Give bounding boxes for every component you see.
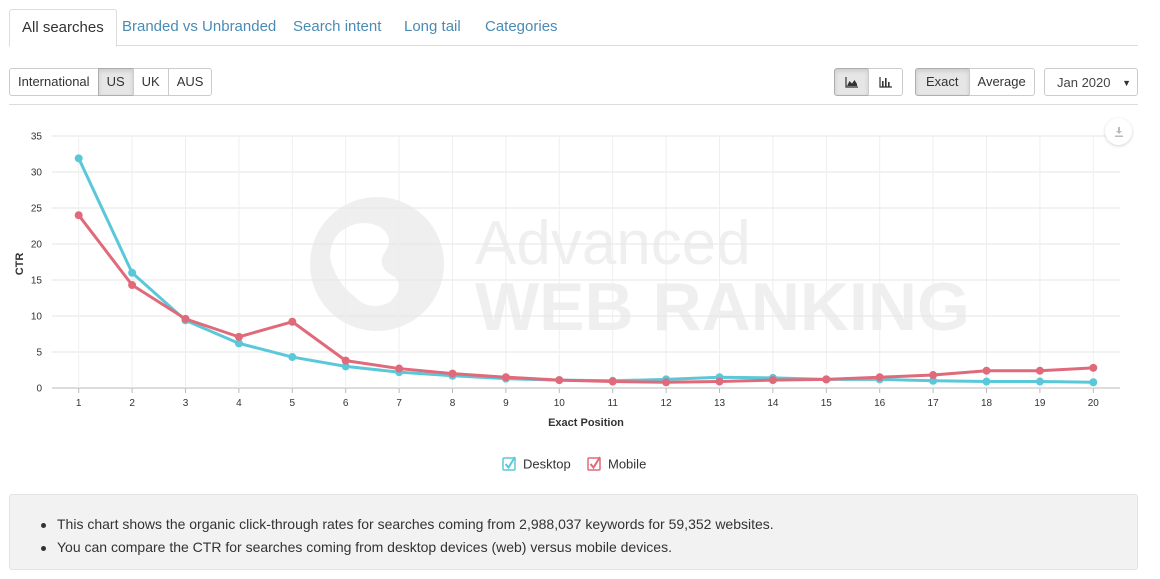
info-item: This chart shows the organic click-throu…: [40, 513, 1137, 536]
legend-item-mobile[interactable]: Mobile: [587, 456, 646, 472]
y-tick-label: 35: [31, 132, 43, 143]
mobile-data-point[interactable]: [128, 281, 137, 290]
ctr-chart: Advanced WEB RANKING 0510152025303512345…: [0, 112, 1160, 482]
y-axis-label: CTR: [14, 253, 26, 276]
mobile-data-point[interactable]: [929, 371, 938, 380]
desktop-data-point[interactable]: [1089, 378, 1098, 387]
mobile-data-point[interactable]: [555, 376, 564, 385]
x-tick-label: 13: [714, 398, 726, 409]
chevron-down-icon: ▼: [1122, 78, 1131, 88]
tab-branded-vs-unbranded[interactable]: Branded vs Unbranded: [122, 18, 277, 35]
x-tick-label: 4: [236, 398, 242, 409]
mobile-data-point[interactable]: [395, 364, 404, 373]
mobile-data-point[interactable]: [1035, 366, 1044, 375]
checkmark-icon: [504, 456, 516, 470]
x-tick-label: 3: [183, 398, 189, 409]
watermark: Advanced WEB RANKING: [310, 197, 970, 345]
x-tick-label: 17: [928, 398, 940, 409]
watermark-line2: WEB RANKING: [475, 269, 970, 345]
checkmark-icon: [589, 456, 601, 470]
y-tick-label: 25: [31, 204, 43, 215]
mobile-data-point[interactable]: [715, 377, 724, 386]
tab-bar: All searches Branded vs Unbranded Search…: [9, 9, 1138, 47]
desktop-data-point[interactable]: [341, 362, 350, 371]
region-international-button[interactable]: International: [9, 68, 99, 96]
y-tick-label: 0: [36, 384, 42, 395]
desktop-data-point[interactable]: [74, 154, 83, 163]
legend-item-desktop[interactable]: Desktop: [502, 456, 571, 472]
mobile-data-point[interactable]: [768, 376, 777, 385]
x-tick-label: 1: [76, 398, 82, 409]
exact-button[interactable]: Exact: [915, 68, 970, 96]
tab-categories[interactable]: Categories: [485, 18, 558, 35]
region-button-group: International US UK AUS: [9, 68, 213, 96]
mobile-data-point[interactable]: [608, 377, 617, 386]
mobile-data-point[interactable]: [822, 375, 831, 384]
desktop-data-point[interactable]: [234, 339, 243, 348]
x-tick-label: 15: [821, 398, 833, 409]
desktop-data-point[interactable]: [982, 377, 991, 386]
download-icon: [1114, 126, 1123, 137]
y-tick-label: 20: [31, 240, 43, 251]
desktop-data-point[interactable]: [929, 376, 938, 385]
mobile-data-point[interactable]: [662, 378, 671, 387]
info-item: You can compare the CTR for searches com…: [40, 536, 1137, 559]
bar-chart-icon: [878, 76, 892, 88]
x-tick-label: 18: [981, 398, 993, 409]
mobile-data-point[interactable]: [875, 373, 884, 382]
x-tick-label: 12: [661, 398, 673, 409]
x-tick-label: 5: [290, 398, 296, 409]
date-select[interactable]: Jan 2020 ▼: [1044, 68, 1138, 96]
y-tick-label: 15: [31, 276, 43, 287]
legend-label: Desktop: [523, 457, 571, 472]
area-chart-icon: [844, 76, 858, 88]
mobile-data-point[interactable]: [501, 373, 510, 382]
x-tick-label: 10: [554, 398, 566, 409]
region-us-button[interactable]: US: [97, 68, 134, 96]
desktop-data-point[interactable]: [128, 268, 137, 277]
x-tick-label: 6: [343, 398, 349, 409]
x-tick-label: 16: [874, 398, 886, 409]
tab-search-intent[interactable]: Search intent: [293, 18, 382, 35]
x-tick-label: 20: [1088, 398, 1100, 409]
desktop-data-point[interactable]: [288, 353, 297, 362]
mobile-data-point[interactable]: [74, 211, 83, 220]
mobile-data-point[interactable]: [1089, 363, 1098, 372]
date-select-value: Jan 2020: [1057, 75, 1111, 90]
bar-chart-view-button[interactable]: [868, 68, 903, 96]
tab-long-tail[interactable]: Long tail: [404, 18, 461, 35]
download-chart-button[interactable]: [1105, 118, 1132, 145]
mobile-data-point[interactable]: [982, 366, 991, 375]
mobile-series-line: [77, 214, 1094, 384]
x-tick-label: 7: [396, 398, 402, 409]
x-tick-label: 8: [450, 398, 456, 409]
y-tick-label: 30: [31, 168, 43, 179]
y-tick-label: 10: [31, 312, 43, 323]
x-tick-label: 9: [503, 398, 509, 409]
x-tick-label: 14: [767, 398, 779, 409]
mobile-data-point[interactable]: [288, 317, 297, 326]
mobile-data-point[interactable]: [181, 314, 190, 323]
desktop-data-point[interactable]: [1035, 377, 1044, 386]
mobile-data-point[interactable]: [448, 369, 457, 378]
area-chart-view-button[interactable]: [834, 68, 869, 96]
x-axis-label: Exact Position: [548, 417, 624, 429]
match-mode-button-group: Exact Average: [915, 68, 1035, 96]
mobile-data-point[interactable]: [234, 332, 243, 341]
info-box: This chart shows the organic click-throu…: [9, 494, 1138, 570]
average-button[interactable]: Average: [968, 68, 1035, 96]
region-aus-button[interactable]: AUS: [167, 68, 213, 96]
chart-view-button-group: [834, 68, 903, 96]
x-tick-label: 2: [129, 398, 135, 409]
x-tick-label: 11: [608, 398, 619, 409]
x-tick-label: 19: [1034, 398, 1046, 409]
toolbar: International US UK AUS Exact Average Ja…: [9, 67, 1138, 105]
mobile-data-point[interactable]: [341, 356, 350, 365]
ctr-line-chart: Advanced WEB RANKING 0510152025303512345…: [14, 132, 1120, 472]
chart-legend: Desktop Mobile: [502, 456, 646, 472]
tab-all-searches[interactable]: All searches: [9, 9, 117, 47]
y-tick-label: 5: [36, 348, 42, 359]
region-uk-button[interactable]: UK: [132, 68, 169, 96]
legend-label: Mobile: [608, 457, 646, 472]
